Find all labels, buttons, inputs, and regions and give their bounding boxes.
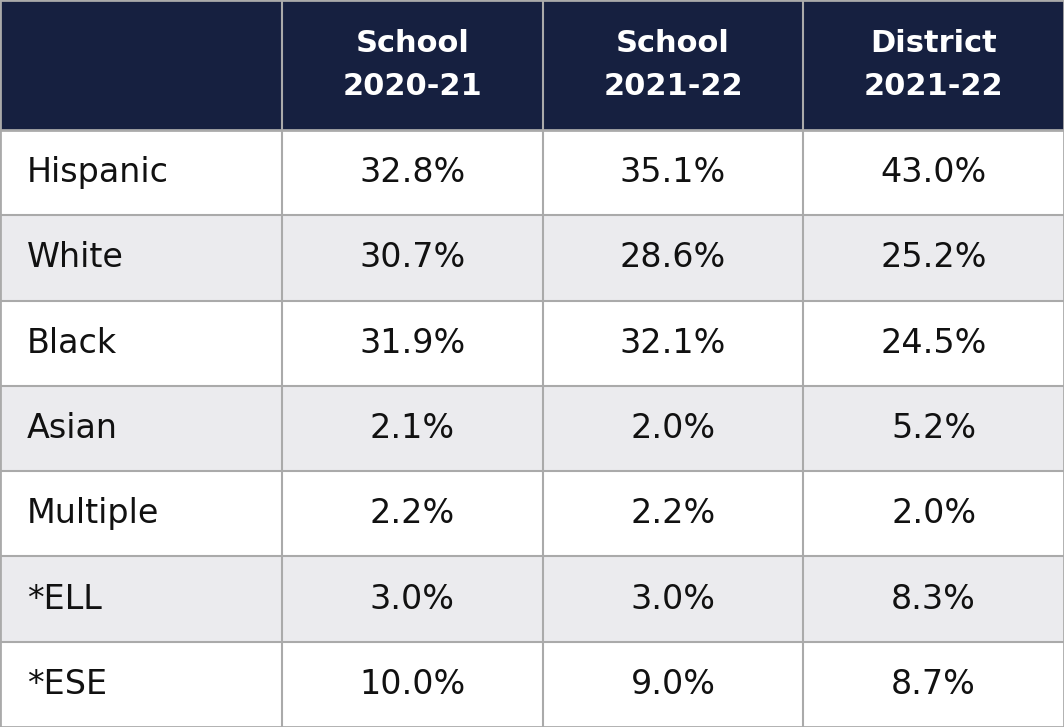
Text: 2.2%: 2.2% bbox=[369, 497, 455, 530]
Bar bbox=[803, 642, 1064, 727]
Text: 8.3%: 8.3% bbox=[892, 582, 976, 616]
Bar bbox=[543, 215, 803, 300]
Text: 5.2%: 5.2% bbox=[891, 412, 977, 445]
Bar bbox=[803, 386, 1064, 471]
Text: 43.0%: 43.0% bbox=[881, 156, 986, 189]
Bar bbox=[282, 300, 543, 386]
Text: 8.7%: 8.7% bbox=[892, 668, 976, 701]
Text: 30.7%: 30.7% bbox=[360, 241, 465, 274]
Bar bbox=[0, 386, 282, 471]
Text: 32.1%: 32.1% bbox=[620, 326, 726, 360]
Bar bbox=[0, 471, 282, 556]
Bar bbox=[543, 556, 803, 642]
Text: District: District bbox=[870, 28, 997, 57]
Bar bbox=[803, 471, 1064, 556]
Bar bbox=[282, 556, 543, 642]
Text: 2.1%: 2.1% bbox=[369, 412, 455, 445]
Text: 32.8%: 32.8% bbox=[360, 156, 465, 189]
Text: White: White bbox=[27, 241, 123, 274]
Text: 35.1%: 35.1% bbox=[620, 156, 726, 189]
Text: *ELL: *ELL bbox=[27, 582, 101, 616]
Text: Asian: Asian bbox=[27, 412, 118, 445]
Text: 31.9%: 31.9% bbox=[360, 326, 465, 360]
Bar bbox=[0, 215, 282, 300]
Bar bbox=[543, 300, 803, 386]
Text: School: School bbox=[355, 28, 469, 57]
Bar bbox=[803, 215, 1064, 300]
Bar bbox=[803, 0, 1064, 130]
Text: Multiple: Multiple bbox=[27, 497, 159, 530]
Text: 3.0%: 3.0% bbox=[631, 582, 715, 616]
Bar bbox=[282, 471, 543, 556]
Bar bbox=[543, 130, 803, 215]
Text: 24.5%: 24.5% bbox=[881, 326, 986, 360]
Bar bbox=[543, 642, 803, 727]
Bar bbox=[282, 642, 543, 727]
Text: 2021-22: 2021-22 bbox=[864, 72, 1003, 101]
Bar bbox=[282, 386, 543, 471]
Text: 10.0%: 10.0% bbox=[360, 668, 465, 701]
Bar bbox=[803, 556, 1064, 642]
Bar bbox=[0, 642, 282, 727]
Bar bbox=[543, 386, 803, 471]
Text: 25.2%: 25.2% bbox=[880, 241, 987, 274]
Bar bbox=[0, 300, 282, 386]
Text: 2.0%: 2.0% bbox=[630, 412, 716, 445]
Bar bbox=[543, 0, 803, 130]
Bar bbox=[0, 130, 282, 215]
Text: 2020-21: 2020-21 bbox=[343, 72, 482, 101]
Text: *ESE: *ESE bbox=[27, 668, 106, 701]
Text: Black: Black bbox=[27, 326, 117, 360]
Text: 2021-22: 2021-22 bbox=[603, 72, 743, 101]
Text: 28.6%: 28.6% bbox=[620, 241, 726, 274]
Bar bbox=[543, 471, 803, 556]
Bar bbox=[803, 300, 1064, 386]
Text: 2.0%: 2.0% bbox=[891, 497, 977, 530]
Bar bbox=[282, 0, 543, 130]
Bar bbox=[282, 215, 543, 300]
Text: Hispanic: Hispanic bbox=[27, 156, 168, 189]
Bar bbox=[0, 0, 282, 130]
Bar bbox=[282, 130, 543, 215]
Text: 9.0%: 9.0% bbox=[631, 668, 715, 701]
Text: 2.2%: 2.2% bbox=[630, 497, 716, 530]
Bar bbox=[803, 130, 1064, 215]
Text: 3.0%: 3.0% bbox=[370, 582, 454, 616]
Bar bbox=[0, 556, 282, 642]
Text: School: School bbox=[616, 28, 730, 57]
